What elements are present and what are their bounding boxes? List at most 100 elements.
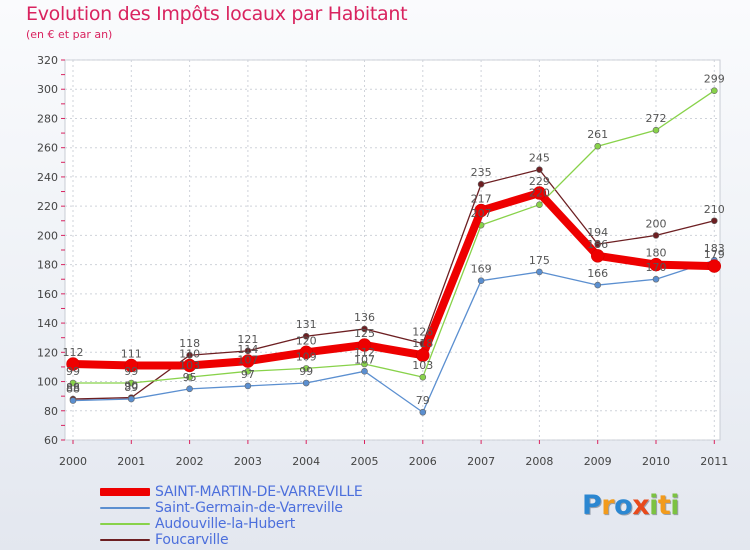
y-tick-label: 240 <box>37 171 58 184</box>
legend-item-saint-martin[interactable]: SAINT-MARTIN-DE-VARREVILLE <box>100 484 363 500</box>
data-label: 194 <box>587 226 608 239</box>
data-label: 109 <box>296 350 317 363</box>
y-tick-label: 140 <box>37 317 58 330</box>
legend-swatch <box>100 507 150 509</box>
data-label: 131 <box>296 318 317 331</box>
legend-label: Foucarville <box>155 532 229 548</box>
data-point <box>536 268 543 276</box>
data-point <box>590 249 605 263</box>
x-tick-label: 2000 <box>59 455 87 468</box>
data-point <box>182 358 197 373</box>
data-label: 179 <box>704 248 725 261</box>
data-label: 126 <box>412 326 433 339</box>
data-label: 99 <box>66 365 80 378</box>
data-point <box>299 345 313 360</box>
y-tick-label: 60 <box>44 434 58 447</box>
data-label: 210 <box>704 203 725 216</box>
data-label: 89 <box>124 381 138 394</box>
data-label: 170 <box>646 261 667 274</box>
data-point <box>361 325 368 333</box>
y-tick-label: 80 <box>44 405 58 418</box>
data-point <box>244 382 252 390</box>
data-point <box>594 142 602 150</box>
data-label: 136 <box>354 311 375 324</box>
proxiti-logo: Proxiti <box>582 490 680 521</box>
data-label: 103 <box>412 359 433 372</box>
x-tick-label: 2005 <box>351 455 379 468</box>
data-label: 107 <box>237 353 258 366</box>
data-point <box>357 338 372 352</box>
legend-label: Saint-Germain-de-Varreville <box>155 500 343 516</box>
series-line <box>72 90 715 384</box>
data-label: 103 <box>179 359 200 372</box>
x-tick-label: 2008 <box>525 455 553 468</box>
x-tick-label: 2010 <box>642 455 670 468</box>
data-label: 245 <box>529 152 550 165</box>
data-label: 88 <box>66 381 80 394</box>
data-label: 99 <box>299 365 313 378</box>
data-label: 200 <box>646 217 667 230</box>
data-label: 183 <box>704 242 725 255</box>
legend-label: SAINT-MARTIN-DE-VARREVILLE <box>155 484 363 500</box>
data-label: 114 <box>237 343 258 356</box>
y-tick-label: 280 <box>37 112 58 125</box>
data-point <box>244 347 252 355</box>
data-label: 166 <box>587 267 608 280</box>
legend-item-audouville[interactable]: Audouville-la-Hubert <box>100 516 363 532</box>
y-tick-label: 120 <box>37 346 58 359</box>
logo-letter: t <box>657 490 671 521</box>
data-point <box>241 354 255 368</box>
legend-swatch <box>100 488 150 496</box>
data-label: 99 <box>124 365 138 378</box>
data-point <box>302 379 310 387</box>
data-label: 79 <box>416 394 430 407</box>
logo-letter: r <box>601 490 615 521</box>
x-tick-label: 2006 <box>409 455 437 468</box>
x-tick-label: 2011 <box>700 455 728 468</box>
legend-label: Audouville-la-Hubert <box>155 516 296 532</box>
data-label: 107 <box>354 353 375 366</box>
data-point <box>707 259 722 273</box>
y-tick-label: 300 <box>37 83 58 96</box>
data-label: 175 <box>529 254 550 267</box>
data-label: 112 <box>63 346 84 359</box>
data-point <box>652 126 660 134</box>
chart-subtitle: (en € et par an) <box>26 28 113 41</box>
data-point <box>361 360 368 368</box>
data-point <box>302 365 310 372</box>
data-point <box>361 368 368 375</box>
data-label: 217 <box>471 193 492 206</box>
data-point <box>66 357 80 371</box>
y-tick-label: 100 <box>37 376 58 389</box>
data-point <box>69 397 77 404</box>
data-label: 229 <box>529 175 550 188</box>
y-tick-label: 200 <box>37 229 58 242</box>
data-point <box>536 201 543 208</box>
y-tick-label: 160 <box>37 288 58 301</box>
data-label: 235 <box>471 166 492 179</box>
data-label: 272 <box>646 112 667 125</box>
x-tick-label: 2002 <box>176 455 204 468</box>
data-point <box>652 275 660 283</box>
data-point <box>649 257 663 272</box>
data-point <box>652 232 660 239</box>
series-line <box>69 189 719 370</box>
legend-swatch <box>100 539 150 541</box>
data-label: 112 <box>354 346 375 359</box>
data-label: 90 <box>124 380 138 393</box>
data-label: 97 <box>241 368 255 381</box>
legend-item-foucarville[interactable]: Foucarville <box>100 532 363 548</box>
data-label: 121 <box>237 333 258 346</box>
data-point <box>594 240 602 248</box>
y-tick-label: 220 <box>37 200 58 213</box>
legend-item-saint-germain[interactable]: Saint-Germain-de-Varreville <box>100 500 363 516</box>
x-tick-label: 2007 <box>467 455 495 468</box>
y-tick-label: 180 <box>37 259 58 272</box>
data-point <box>532 186 547 200</box>
data-point <box>186 351 193 359</box>
data-label: 88 <box>66 383 80 396</box>
data-point <box>419 408 427 416</box>
logo-letter: i <box>649 490 658 521</box>
line-chart: 60 80 100 120 140 160 180 200 220 240 260 280 300 320… <box>37 54 728 468</box>
data-point <box>536 166 543 173</box>
